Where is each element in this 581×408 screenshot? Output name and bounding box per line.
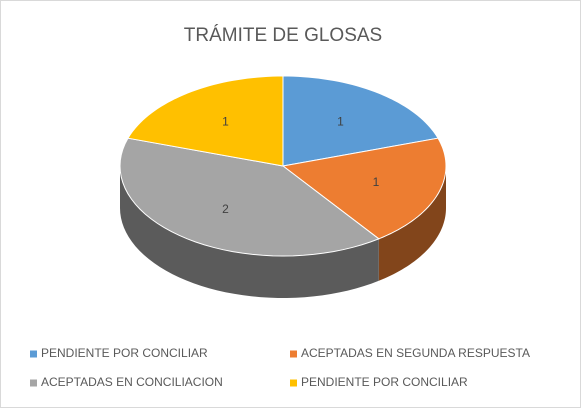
legend-swatch	[290, 350, 297, 358]
legend-swatch	[30, 379, 37, 387]
slice	[119, 137, 380, 257]
data-label: 2	[222, 202, 229, 216]
slice-side	[120, 166, 379, 298]
legend-label: PENDIENTE POR CONCILIAR	[301, 375, 468, 389]
slice-side	[378, 166, 446, 281]
legend-label: PENDIENTE POR CONCILIAR	[41, 346, 208, 360]
data-label: 1	[337, 114, 344, 128]
data-label: 1	[222, 114, 229, 128]
chart-title: TRÁMITE DE GLOSAS	[184, 25, 382, 46]
legend-swatch	[30, 350, 37, 358]
slice	[127, 75, 284, 167]
legend-label: ACEPTADAS EN CONCILIACION	[41, 375, 223, 389]
slice	[281, 137, 447, 240]
slice	[282, 75, 439, 167]
legend-label: ACEPTADAS EN SEGUNDA RESPUESTA	[301, 346, 530, 360]
legend-swatch	[290, 379, 297, 387]
data-label: 1	[373, 175, 380, 189]
